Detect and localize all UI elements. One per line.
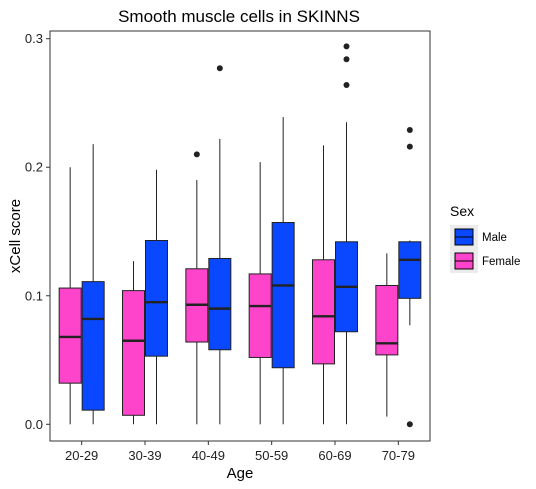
box-female-40-49 bbox=[185, 151, 209, 425]
x-tick-label: 30-39 bbox=[128, 448, 161, 463]
outlier-point bbox=[193, 151, 200, 158]
x-tick-label: 20-29 bbox=[65, 448, 98, 463]
box-male-40-49 bbox=[208, 65, 232, 425]
y-tick-label: 0.2 bbox=[25, 160, 43, 175]
chart-title: Smooth muscle cells in SKINNS bbox=[118, 7, 360, 26]
legend-label-female: Female bbox=[482, 256, 520, 268]
x-axis-label: Age bbox=[227, 465, 254, 482]
box-female-70-79 bbox=[375, 253, 399, 417]
plot-panel bbox=[49, 30, 431, 442]
box-plot-marks bbox=[58, 43, 422, 428]
legend-title: Sex bbox=[450, 203, 474, 219]
y-axis-ticks: 0.0 0.1 0.2 0.3 bbox=[25, 31, 50, 432]
outlier-point bbox=[216, 65, 223, 72]
box-iqr bbox=[375, 284, 399, 356]
y-axis-label: xCell score bbox=[7, 199, 24, 273]
box-iqr bbox=[208, 257, 232, 351]
x-axis-ticks: 20-29 30-39 40-49 50-59 60-69 70-79 bbox=[65, 441, 415, 463]
box-iqr bbox=[312, 259, 335, 365]
box-female-30-39 bbox=[122, 261, 145, 425]
box-male-30-39 bbox=[145, 169, 168, 425]
y-tick-label: 0.0 bbox=[25, 417, 43, 432]
box-iqr bbox=[58, 287, 82, 384]
box-iqr bbox=[145, 239, 168, 357]
x-tick-label: 60-69 bbox=[318, 448, 351, 463]
box-male-60-69 bbox=[335, 43, 358, 425]
legend: Sex Male Female bbox=[450, 203, 520, 273]
legend-label-male: Male bbox=[482, 232, 507, 244]
box-iqr bbox=[398, 241, 422, 299]
outlier-point bbox=[406, 421, 413, 428]
outlier-point bbox=[343, 43, 350, 50]
outlier-point bbox=[343, 56, 350, 63]
y-tick-label: 0.3 bbox=[25, 31, 43, 46]
y-tick-label: 0.1 bbox=[25, 288, 43, 303]
outlier-point bbox=[343, 81, 350, 88]
box-female-50-59 bbox=[248, 162, 272, 425]
box-female-60-69 bbox=[312, 145, 335, 425]
box-female-20-29 bbox=[58, 167, 82, 425]
outlier-point bbox=[406, 126, 413, 133]
x-tick-label: 50-59 bbox=[255, 448, 288, 463]
box-iqr bbox=[122, 290, 145, 416]
box-iqr bbox=[81, 281, 105, 411]
x-tick-label: 70-79 bbox=[382, 448, 415, 463]
outlier-point bbox=[406, 143, 413, 150]
box-iqr bbox=[271, 222, 295, 369]
x-tick-label: 40-49 bbox=[192, 448, 225, 463]
box-male-50-59 bbox=[271, 117, 295, 425]
box-iqr bbox=[248, 273, 272, 358]
box-male-70-79 bbox=[398, 126, 422, 428]
box-male-20-29 bbox=[81, 144, 105, 425]
